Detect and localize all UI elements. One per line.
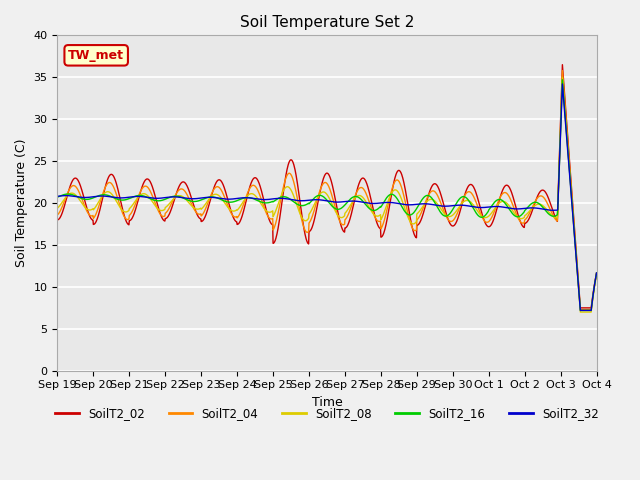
SoilT2_02 <box>577 305 584 311</box>
SoilT2_08 <box>524 210 532 216</box>
SoilT2_16 <box>54 194 61 200</box>
SoilT2_04 <box>218 189 226 194</box>
SoilT2_08 <box>94 200 102 206</box>
SoilT2_02 <box>593 270 600 276</box>
SoilT2_02 <box>94 214 102 219</box>
Line: SoilT2_32: SoilT2_32 <box>58 84 596 311</box>
SoilT2_32 <box>218 196 226 202</box>
SoilT2_16 <box>367 207 374 213</box>
SoilT2_08 <box>218 196 226 202</box>
Line: SoilT2_08: SoilT2_08 <box>58 77 596 312</box>
SoilT2_04 <box>175 187 183 193</box>
SoilT2_32 <box>94 193 102 199</box>
Y-axis label: Soil Temperature (C): Soil Temperature (C) <box>15 139 28 267</box>
SoilT2_04 <box>94 206 102 212</box>
SoilT2_04 <box>559 68 566 73</box>
SoilT2_04 <box>524 213 532 219</box>
SoilT2_32 <box>506 205 514 211</box>
SoilT2_32 <box>175 194 183 200</box>
Title: Soil Temperature Set 2: Soil Temperature Set 2 <box>240 15 414 30</box>
SoilT2_08 <box>54 205 61 211</box>
SoilT2_08 <box>175 193 183 199</box>
SoilT2_08 <box>577 309 584 315</box>
SoilT2_02 <box>506 186 514 192</box>
X-axis label: Time: Time <box>312 396 342 409</box>
SoilT2_08 <box>367 207 374 213</box>
SoilT2_32 <box>577 308 584 313</box>
SoilT2_32 <box>54 193 61 199</box>
SoilT2_04 <box>506 195 514 201</box>
SoilT2_08 <box>506 204 514 210</box>
SoilT2_02 <box>559 62 566 68</box>
SoilT2_32 <box>593 270 600 276</box>
SoilT2_02 <box>175 184 183 190</box>
SoilT2_32 <box>524 205 532 211</box>
SoilT2_02 <box>367 196 374 202</box>
SoilT2_04 <box>367 204 374 209</box>
Text: TW_met: TW_met <box>68 49 124 62</box>
Line: SoilT2_04: SoilT2_04 <box>58 71 596 310</box>
Legend: SoilT2_02, SoilT2_04, SoilT2_08, SoilT2_16, SoilT2_32: SoilT2_02, SoilT2_04, SoilT2_08, SoilT2_… <box>51 403 604 425</box>
SoilT2_32 <box>559 81 566 87</box>
SoilT2_16 <box>577 308 584 313</box>
SoilT2_08 <box>559 74 566 80</box>
SoilT2_16 <box>94 193 102 199</box>
SoilT2_32 <box>367 201 374 206</box>
SoilT2_16 <box>524 204 532 210</box>
SoilT2_08 <box>593 272 600 277</box>
Line: SoilT2_16: SoilT2_16 <box>58 80 596 311</box>
SoilT2_02 <box>218 180 226 185</box>
SoilT2_16 <box>218 197 226 203</box>
SoilT2_04 <box>593 271 600 276</box>
SoilT2_16 <box>175 193 183 199</box>
SoilT2_16 <box>506 207 514 213</box>
SoilT2_04 <box>54 212 61 218</box>
SoilT2_02 <box>54 217 61 223</box>
SoilT2_16 <box>559 77 566 83</box>
SoilT2_16 <box>593 270 600 276</box>
SoilT2_04 <box>577 307 584 312</box>
Line: SoilT2_02: SoilT2_02 <box>58 65 596 308</box>
SoilT2_02 <box>524 218 532 224</box>
